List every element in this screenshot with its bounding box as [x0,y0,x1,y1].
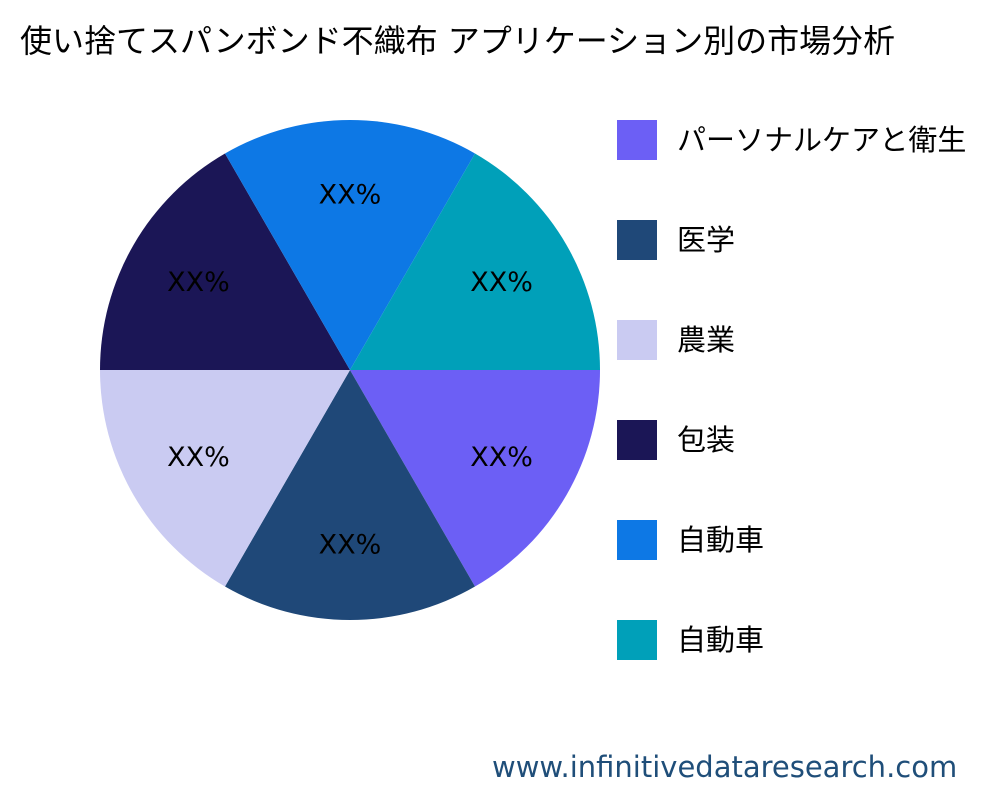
legend-label-2: 医学 [677,223,735,257]
slice-label-3: XX% [167,442,230,473]
legend-swatch-5 [617,520,657,560]
pie-slice-6 [350,153,600,370]
legend-swatch-4 [617,420,657,460]
pie-slice-4 [100,153,350,370]
legend-label-5: 自動車 [677,523,764,557]
slice-label-5: XX% [319,180,382,211]
legend-label-1: パーソナルケアと衛生 [677,123,966,157]
pie-slice-5 [225,119,475,370]
legend-label-4: 包装 [677,423,735,457]
pie-slice-3 [100,370,350,587]
pie-slices [100,119,600,620]
legend-swatch-2 [617,220,657,260]
slice-label-1: XX% [470,442,533,473]
legend-swatch-1 [617,120,657,160]
legend-swatch-6 [617,620,657,660]
slice-label-6: XX% [470,267,533,298]
pie-slice-1 [350,370,600,587]
slice-label-2: XX% [319,530,382,561]
slice-label-4: XX% [167,267,230,298]
watermark-url: www.infinitivedataresearch.com [492,750,958,784]
legend-swatch-3 [617,320,657,360]
legend-label-3: 農業 [677,323,735,357]
legend-label-6: 自動車 [677,623,764,657]
pie-slice-labels: XX% XX% XX% XX% XX% XX% [167,180,533,561]
pie-slice-2 [225,370,475,620]
chart-title: 使い捨てスパンボンド不織布 アプリケーション別の市場分析 [20,22,896,60]
